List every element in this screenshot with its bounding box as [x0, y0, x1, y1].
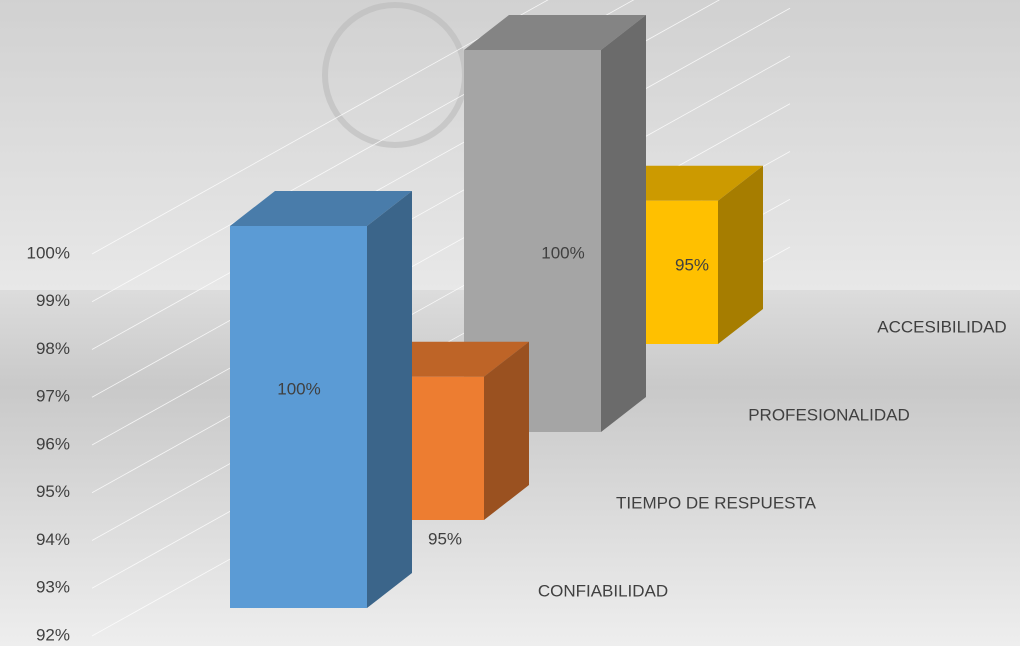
category-label: PROFESIONALIDAD — [748, 405, 910, 424]
value-label: 100% — [541, 243, 584, 262]
bar-side — [367, 191, 412, 608]
category-label: CONFIABILIDAD — [538, 581, 668, 600]
chart: 92% 93% 94% 95% 96% 97% 98% 99% 100% 100% CONFIABI… — [0, 0, 1020, 646]
y-tick-label: 98% — [36, 339, 70, 358]
y-tick-label: 97% — [36, 387, 70, 406]
category-label: ACCESIBILIDAD — [877, 317, 1006, 336]
bar-front — [230, 226, 367, 608]
y-tick-label: 96% — [36, 434, 70, 453]
category-label: TIEMPO DE RESPUESTA — [616, 493, 817, 512]
bar-side — [601, 15, 646, 432]
y-tick-label: 94% — [36, 530, 70, 549]
value-label: 100% — [277, 379, 320, 398]
y-tick-label: 92% — [36, 625, 70, 644]
value-label: 95% — [675, 255, 709, 274]
y-tick-label: 99% — [36, 291, 70, 310]
y-tick-label: 95% — [36, 482, 70, 501]
y-tick-label: 93% — [36, 578, 70, 597]
y-tick-label: 100% — [27, 243, 70, 262]
value-label: 95% — [428, 529, 462, 548]
bar — [230, 191, 412, 608]
